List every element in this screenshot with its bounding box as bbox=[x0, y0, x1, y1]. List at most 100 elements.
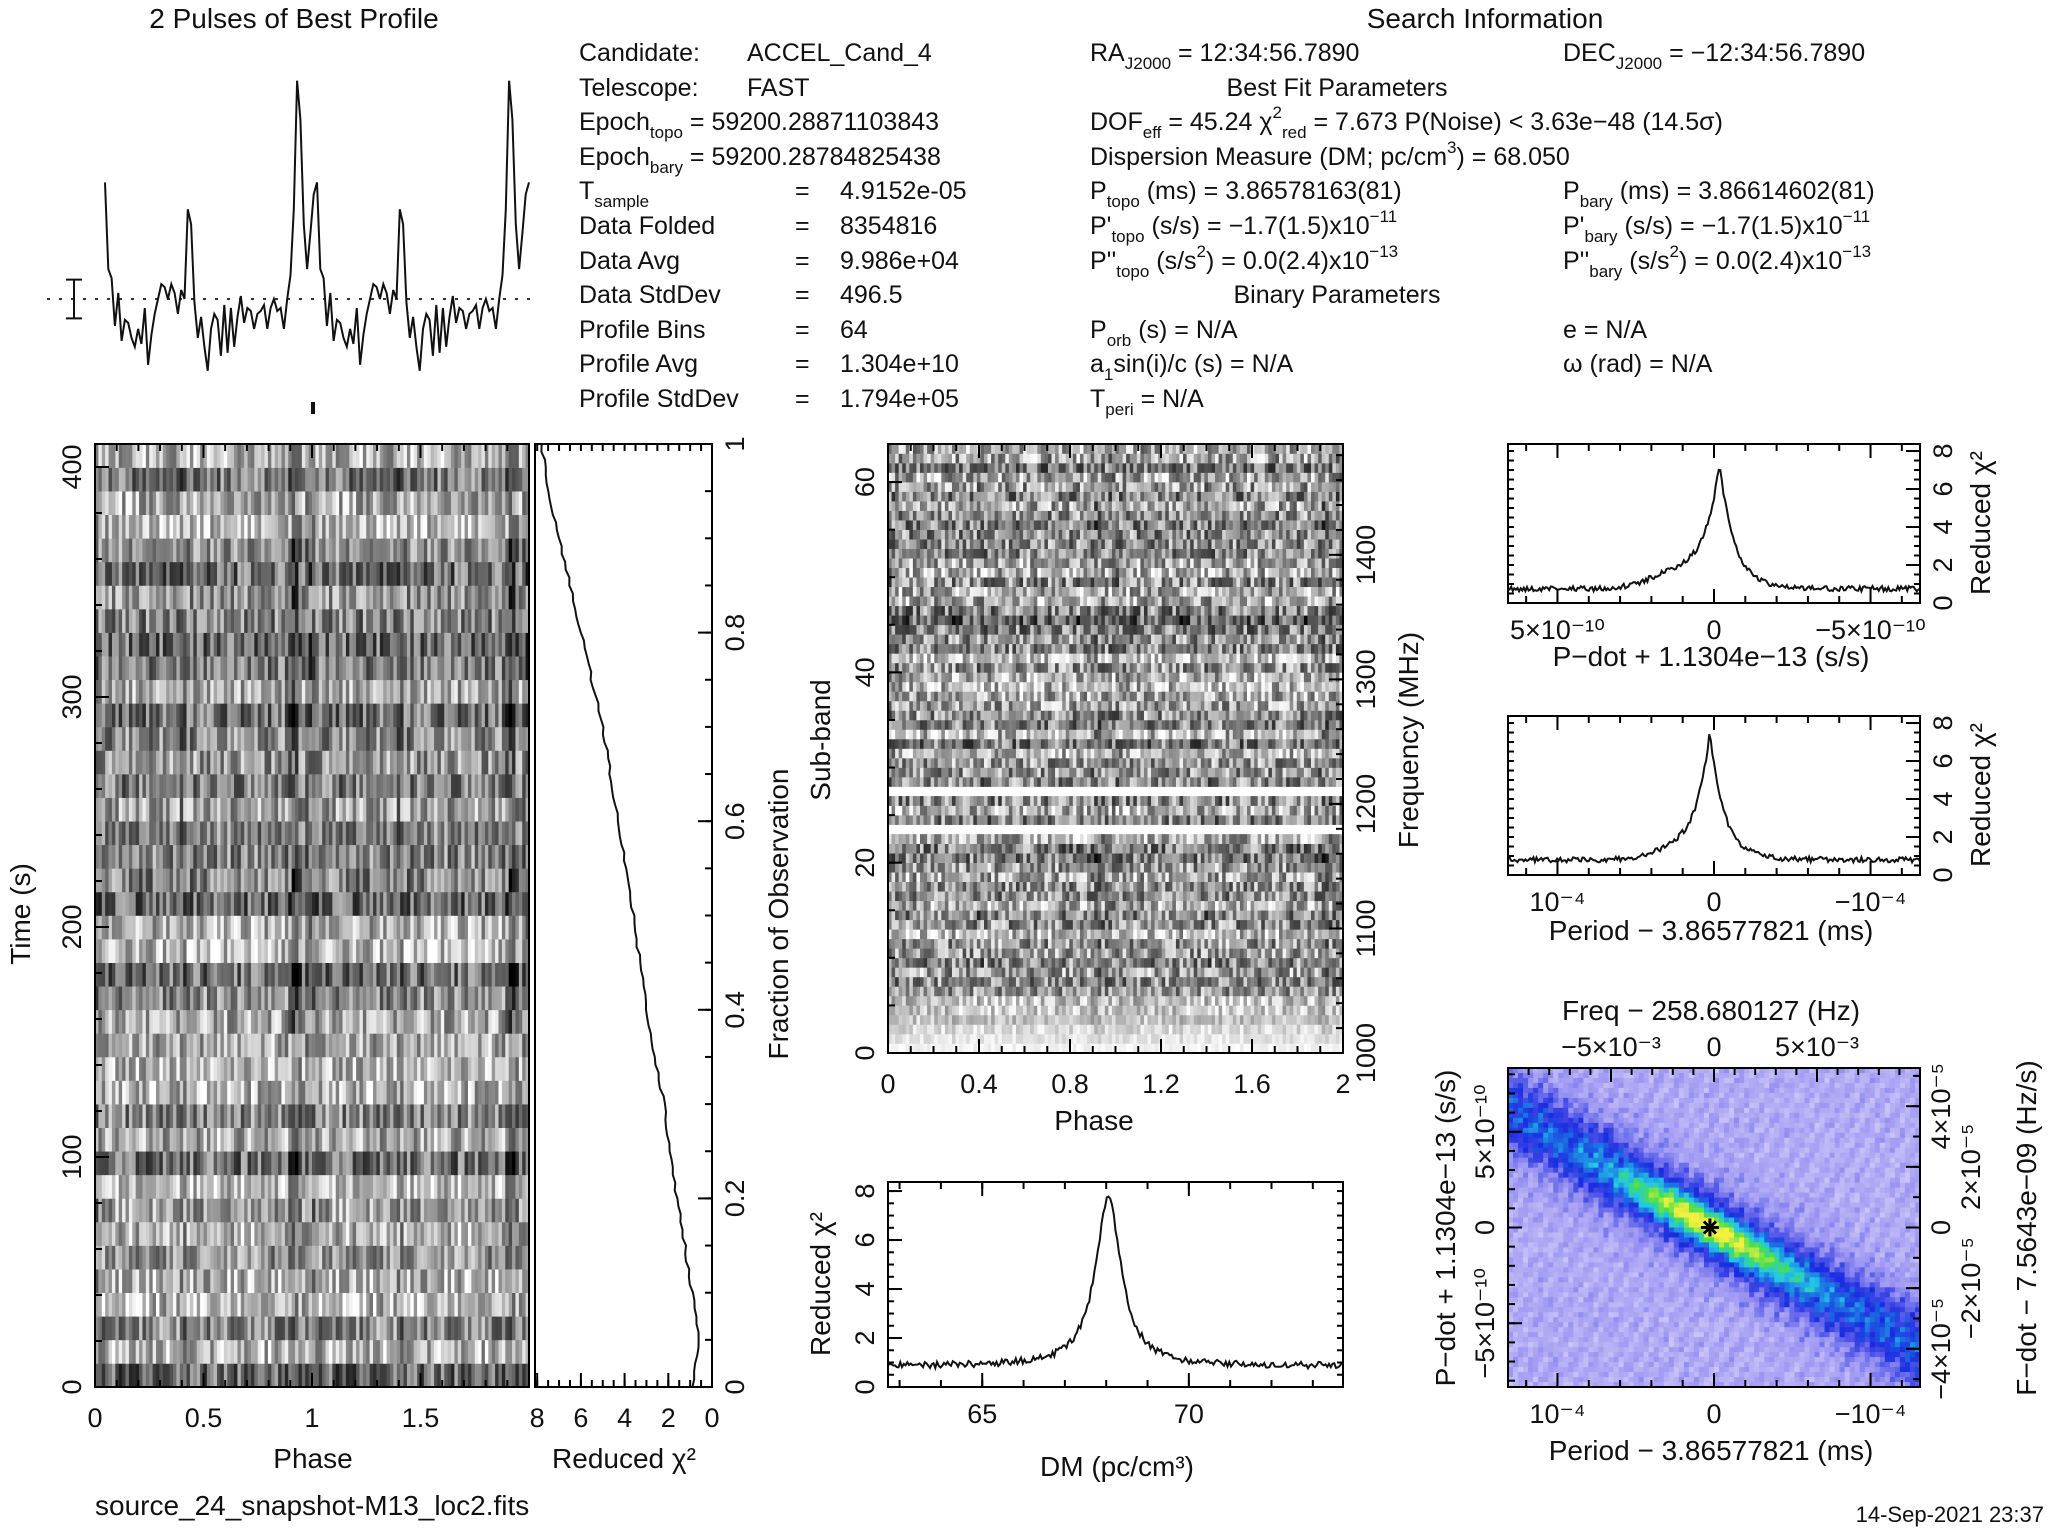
heatmap-cell bbox=[267, 986, 272, 1011]
heatmap-cell bbox=[349, 561, 354, 586]
heatmap-cell bbox=[217, 585, 221, 610]
heatmap-cell bbox=[369, 726, 374, 751]
heatmap-cell bbox=[467, 1269, 472, 1294]
heatmap-cell bbox=[295, 703, 299, 728]
heatmap-cell bbox=[525, 585, 530, 610]
heatmap-cell bbox=[474, 750, 479, 775]
heatmap-cell bbox=[518, 774, 523, 798]
heatmap-cell bbox=[264, 561, 269, 586]
heatmap-cell bbox=[281, 750, 286, 775]
heatmap-cell bbox=[217, 561, 221, 586]
binary-heading: Binary Parameters bbox=[1233, 281, 1440, 309]
heatmap-cell bbox=[461, 1033, 465, 1058]
info-label: Data Folded bbox=[579, 212, 715, 240]
heatmap-cell bbox=[481, 632, 486, 657]
heatmap-cell bbox=[491, 1056, 496, 1081]
heatmap-cell bbox=[203, 1127, 208, 1152]
heatmap-cell bbox=[491, 561, 496, 586]
heatmap-cell bbox=[359, 915, 364, 940]
heatmap-cell bbox=[288, 1221, 293, 1246]
heatmap-cell bbox=[152, 1174, 157, 1199]
heatmap-cell bbox=[400, 1056, 404, 1081]
heatmap-cell bbox=[101, 750, 106, 775]
text-segment: T bbox=[579, 177, 594, 205]
heatmap-cell bbox=[488, 1221, 493, 1246]
heatmap-cell bbox=[440, 986, 445, 1011]
info-value: 8354816 bbox=[840, 212, 937, 240]
heatmap-cell bbox=[383, 1080, 387, 1105]
heatmap-cell bbox=[196, 514, 201, 539]
heatmap-cell bbox=[159, 1269, 164, 1294]
heatmap-cell bbox=[237, 891, 242, 916]
heatmap-cell bbox=[423, 609, 428, 633]
heatmap-cell bbox=[512, 1056, 516, 1081]
heatmap-cell bbox=[244, 1245, 248, 1270]
heatmap-cell bbox=[440, 1198, 445, 1223]
heatmap-cell bbox=[271, 1316, 276, 1341]
heatmap-cell bbox=[417, 1056, 421, 1081]
heatmap-cell bbox=[464, 1174, 469, 1199]
heatmap-cell bbox=[498, 1033, 503, 1058]
heatmap-cell bbox=[135, 774, 140, 798]
heatmap-cell bbox=[427, 1056, 432, 1081]
heatmap-cell bbox=[396, 1127, 401, 1152]
heatmap-cell bbox=[267, 1198, 272, 1223]
heatmap-cell bbox=[227, 1104, 232, 1128]
heatmap-cell bbox=[295, 585, 299, 610]
heatmap-cell bbox=[508, 868, 513, 893]
heatmap-cell bbox=[176, 1221, 181, 1246]
heatmap-cell bbox=[264, 891, 269, 916]
heatmap-cell bbox=[447, 656, 452, 681]
heatmap-cell bbox=[172, 750, 177, 775]
heatmap-cell bbox=[105, 797, 109, 822]
heatmap-cell bbox=[525, 915, 530, 940]
heatmap-cell bbox=[328, 1151, 333, 1176]
text-segment: Profile StdDev bbox=[579, 385, 739, 413]
heatmap-cell bbox=[437, 1198, 442, 1223]
heatmap-cell bbox=[278, 962, 282, 987]
heatmap-cell bbox=[183, 561, 187, 586]
heatmap-cell bbox=[447, 986, 452, 1011]
heatmap-cell bbox=[417, 797, 421, 822]
heatmap-cell bbox=[423, 679, 428, 704]
heatmap-cell bbox=[508, 939, 513, 963]
heatmap-cell bbox=[288, 1245, 293, 1270]
heatmap-cell bbox=[132, 821, 137, 846]
heatmap-cell bbox=[366, 609, 371, 633]
heatmap-cell bbox=[434, 1127, 438, 1152]
heatmap-cell bbox=[512, 1080, 516, 1105]
heatmap-cell bbox=[508, 1245, 513, 1270]
heatmap-cell bbox=[335, 844, 340, 869]
heatmap-cell bbox=[345, 821, 350, 846]
heatmap-cell bbox=[145, 514, 150, 539]
heatmap-cell bbox=[115, 656, 120, 681]
heatmap-cell bbox=[274, 939, 279, 963]
heatmap-cell bbox=[488, 1245, 493, 1270]
heatmap-cell bbox=[501, 726, 506, 751]
heatmap-cell bbox=[139, 868, 143, 893]
heatmap-cell bbox=[345, 891, 350, 916]
heatmap-cell bbox=[254, 1269, 259, 1294]
heatmap-cell bbox=[389, 514, 394, 539]
heatmap-cell bbox=[389, 774, 394, 798]
heatmap-cell bbox=[281, 797, 286, 822]
heatmap-cell bbox=[461, 1151, 465, 1176]
heatmap-cell bbox=[366, 844, 371, 869]
heatmap-cell bbox=[410, 1292, 415, 1317]
heatmap-cell bbox=[217, 1033, 221, 1058]
heatmap-cell bbox=[427, 726, 432, 751]
heatmap-cell bbox=[335, 962, 340, 987]
heatmap-cell bbox=[505, 1269, 510, 1294]
heatmap-cell bbox=[352, 844, 357, 869]
heatmap-cell bbox=[410, 726, 415, 751]
heatmap-cell bbox=[464, 939, 469, 963]
heatmap-cell bbox=[332, 1363, 337, 1388]
heatmap-cell bbox=[352, 821, 357, 846]
heatmap-cell bbox=[223, 703, 228, 728]
heatmap-cell bbox=[464, 1056, 469, 1081]
heatmap-cell bbox=[139, 726, 143, 751]
heatmap-cell bbox=[461, 1198, 465, 1223]
heatmap-cell bbox=[186, 1080, 191, 1105]
heatmap-cell bbox=[145, 939, 150, 963]
heatmap-cell bbox=[471, 1056, 476, 1081]
